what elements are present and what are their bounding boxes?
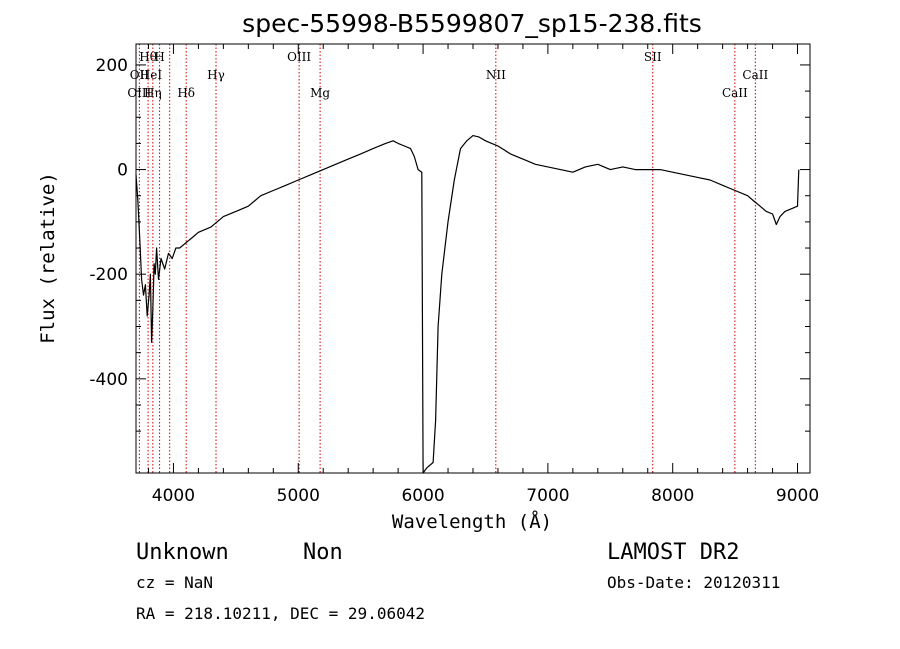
emission-line-label: NII — [486, 68, 506, 82]
x-axis-label: Wavelength (Å) — [392, 510, 552, 533]
y-axis-label: Flux (relative) — [37, 172, 59, 344]
emission-line-label: CaII — [742, 68, 768, 82]
x-axis: 4000 5000 6000 7000 8000 9000 — [147, 44, 819, 506]
x-tick-label: 8000 — [651, 486, 694, 506]
object-class: Unknown — [136, 540, 229, 565]
y-tick-label: -400 — [89, 370, 128, 390]
x-tick-label: 4000 — [152, 486, 195, 506]
x-tick-label: 7000 — [526, 486, 569, 506]
emission-line-label: OIII — [127, 86, 151, 100]
emission-line-label: Hγ — [207, 68, 225, 82]
observation-date: Obs-Date: 20120311 — [607, 573, 780, 592]
emission-line-label: SII — [644, 50, 662, 64]
coordinates: RA = 218.10211, DEC = 29.06042 — [136, 604, 425, 623]
x-tick-label: 6000 — [401, 486, 444, 506]
emission-line-label: H — [154, 50, 164, 64]
y-axis: -400 -200 0 200 — [89, 56, 810, 432]
spectrum-line — [135, 135, 800, 474]
x-tick-label: 9000 — [776, 486, 819, 506]
chart-title: spec-55998-B5599807_sp15-238.fits — [242, 9, 702, 38]
y-tick-label: 0 — [117, 161, 128, 181]
emission-line-label: OII — [130, 68, 150, 82]
emission-line-label: Hδ — [177, 86, 195, 100]
y-tick-label: -200 — [89, 265, 128, 285]
survey-name: LAMOST DR2 — [607, 540, 739, 565]
emission-line-label: CaII — [722, 86, 748, 100]
emission-line-label: Hη — [144, 86, 162, 100]
plot-frame — [135, 43, 811, 474]
emission-line-label: Mg — [310, 86, 330, 100]
x-tick-label: 5000 — [277, 486, 320, 506]
redshift-cz: cz = NaN — [136, 573, 213, 592]
emission-line-label: OIII — [287, 50, 311, 64]
y-tick-label: 200 — [96, 56, 128, 76]
emission-line-label: HeI — [140, 68, 163, 82]
emission-line-label: Hθ — [139, 50, 157, 64]
emission-line-markers — [138, 44, 756, 473]
object-subclass: Non — [303, 540, 343, 565]
